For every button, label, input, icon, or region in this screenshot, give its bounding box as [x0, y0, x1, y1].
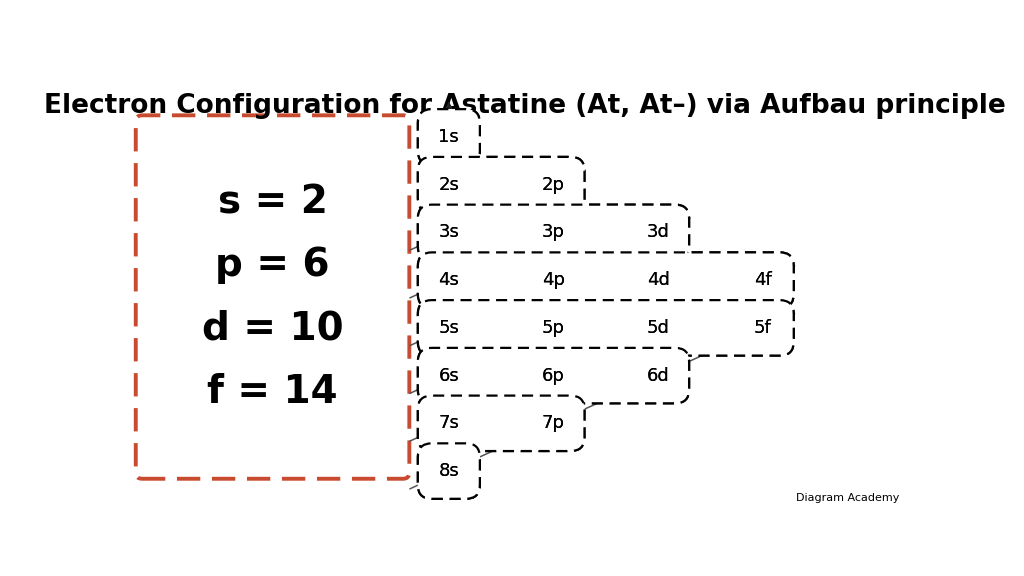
Text: 8s: 8s: [438, 462, 459, 480]
Text: 5p: 5p: [542, 319, 565, 337]
Text: 3s: 3s: [438, 223, 460, 241]
Text: 4f: 4f: [754, 271, 772, 289]
FancyBboxPatch shape: [136, 115, 410, 479]
Text: 6p: 6p: [542, 366, 565, 385]
Text: 5d: 5d: [647, 319, 670, 337]
FancyBboxPatch shape: [418, 252, 794, 308]
Text: Diagram Academy: Diagram Academy: [796, 494, 899, 503]
FancyBboxPatch shape: [418, 300, 794, 355]
Text: 3p: 3p: [542, 223, 565, 241]
Text: 7p: 7p: [542, 414, 565, 433]
Text: 2p: 2p: [542, 176, 565, 194]
Text: 6s: 6s: [438, 366, 459, 385]
Text: 1s: 1s: [438, 128, 459, 146]
FancyBboxPatch shape: [418, 157, 585, 213]
Text: 2p: 2p: [542, 176, 565, 194]
FancyBboxPatch shape: [418, 204, 689, 260]
Text: 3d: 3d: [647, 223, 670, 241]
Text: 8s: 8s: [438, 462, 459, 480]
Text: 2s: 2s: [438, 176, 460, 194]
Text: p = 6: p = 6: [215, 247, 330, 285]
Text: 5f: 5f: [754, 319, 772, 337]
Text: 4p: 4p: [542, 271, 565, 289]
Text: 3d: 3d: [647, 223, 670, 241]
FancyBboxPatch shape: [418, 252, 794, 308]
FancyBboxPatch shape: [418, 157, 585, 213]
Text: 4f: 4f: [754, 271, 772, 289]
Text: 5d: 5d: [647, 319, 670, 337]
Text: 4p: 4p: [542, 271, 565, 289]
Text: Diagramacademy.com: Diagramacademy.com: [538, 252, 680, 342]
Text: 3p: 3p: [542, 223, 565, 241]
Text: 6d: 6d: [647, 366, 670, 385]
Text: 7s: 7s: [438, 414, 460, 433]
Text: s = 2: s = 2: [218, 183, 328, 221]
Text: 5p: 5p: [542, 319, 565, 337]
FancyBboxPatch shape: [418, 348, 689, 403]
Text: 4d: 4d: [647, 271, 670, 289]
FancyBboxPatch shape: [418, 396, 585, 451]
Text: 4s: 4s: [438, 271, 460, 289]
FancyBboxPatch shape: [418, 444, 480, 499]
Text: 4d: 4d: [647, 271, 670, 289]
Text: 6p: 6p: [542, 366, 565, 385]
Text: d = 10: d = 10: [202, 310, 343, 347]
FancyBboxPatch shape: [418, 109, 480, 165]
Text: 3s: 3s: [438, 223, 460, 241]
FancyBboxPatch shape: [418, 204, 689, 260]
FancyBboxPatch shape: [418, 300, 794, 355]
FancyBboxPatch shape: [418, 396, 585, 451]
Text: 7p: 7p: [542, 414, 565, 433]
FancyBboxPatch shape: [418, 109, 480, 165]
Text: 5s: 5s: [438, 319, 460, 337]
Text: 4s: 4s: [438, 271, 460, 289]
Text: 7s: 7s: [438, 414, 460, 433]
Text: Electron Configuration for Astatine (At, At–) via Aufbau principle: Electron Configuration for Astatine (At,…: [44, 93, 1006, 119]
FancyBboxPatch shape: [418, 444, 480, 499]
Text: 2s: 2s: [438, 176, 460, 194]
Text: 6s: 6s: [438, 366, 459, 385]
Text: f = 14: f = 14: [207, 373, 338, 411]
Text: 1s: 1s: [438, 128, 459, 146]
Text: 6d: 6d: [647, 366, 670, 385]
FancyBboxPatch shape: [418, 348, 689, 403]
Text: 5s: 5s: [438, 319, 460, 337]
Text: 5f: 5f: [754, 319, 772, 337]
